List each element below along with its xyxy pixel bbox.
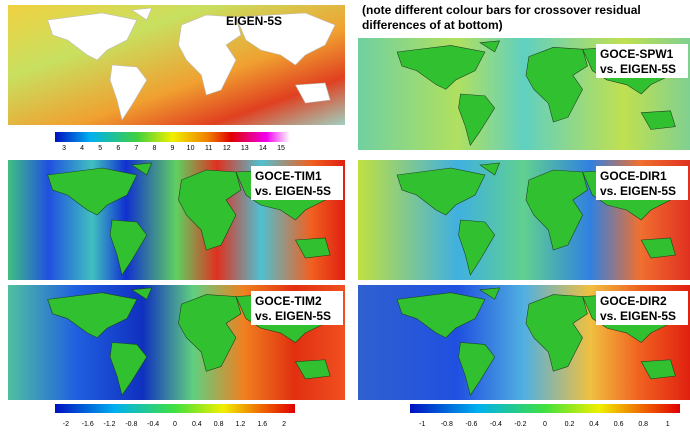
colorbar-tick-label: 7 xyxy=(134,145,138,152)
colorbar: -1 -0.8 -0.6 -0.4 -0.2 0 0.2 0.4 0.6 0.8 1 xyxy=(410,404,680,428)
colorbar-scale xyxy=(55,404,295,413)
colorbar-tick-label: 11 xyxy=(205,145,212,152)
colorbar-tick-label: -1 xyxy=(419,421,425,428)
colorbar-tick-label: 0.4 xyxy=(589,421,599,428)
colorbar-tick-label: 1 xyxy=(666,421,670,428)
colorbar-tick-label: 8 xyxy=(152,145,156,152)
colorbar-tick-label: 12 xyxy=(223,145,231,152)
map-panel: EIGEN-5S xyxy=(8,5,345,125)
colorbar-tick-label: 3 xyxy=(62,145,66,152)
colorbar-tick-label: 15 xyxy=(277,145,285,152)
colorbar-tick-label: -2 xyxy=(63,421,69,428)
colorbar-tick-label: -1.2 xyxy=(104,421,116,428)
panel-label: vs. EIGEN-5S xyxy=(255,184,331,198)
panel-label: vs. EIGEN-5S xyxy=(600,309,676,323)
colorbar-tick-label: -0.6 xyxy=(465,421,477,428)
colorbar-tick-label: 0.6 xyxy=(614,421,624,428)
colorbar: 3 4 5 6 7 8 9 10 11 12 13 14 15 xyxy=(55,132,290,152)
colorbar-tick-label: -0.2 xyxy=(514,421,526,428)
colorbar-tick-label: -0.4 xyxy=(147,421,159,428)
colorbar-tick-label: 4 xyxy=(80,145,84,152)
colorbar-tick-label: -0.4 xyxy=(490,421,502,428)
colorbar-tick-label: 5 xyxy=(98,145,102,152)
note-line: differences of at bottom) xyxy=(362,18,503,32)
panel-label: EIGEN-5S xyxy=(226,14,282,28)
colorbar-tick-label: -0.8 xyxy=(441,421,453,428)
colorbar-tick-label: 0 xyxy=(173,421,177,428)
note-line: (note different colour bars for crossove… xyxy=(362,3,641,17)
figure: EIGEN-5SGOCE-TIM1vs. EIGEN-5SGOCE-TIM2vs… xyxy=(0,0,690,442)
colorbar-tick-label: 6 xyxy=(116,145,120,152)
panel-label: GOCE-TIM1 xyxy=(255,169,322,183)
colorbar-tick-label: 0.8 xyxy=(638,421,648,428)
panel-label: GOCE-TIM2 xyxy=(255,294,322,308)
colorbar-tick-label: -1.6 xyxy=(82,421,94,428)
colorbar-tick-label: 0.2 xyxy=(565,421,575,428)
colorbar-tick-label: -0.8 xyxy=(125,421,137,428)
colorbar-tick-label: 13 xyxy=(241,145,249,152)
colorbar-tick-label: 0.8 xyxy=(214,421,224,428)
colorbar-tick-label: 9 xyxy=(171,145,175,152)
panel-label: GOCE-SPW1 xyxy=(600,47,674,61)
colorbar-scale xyxy=(55,132,290,142)
panel-label: vs. EIGEN-5S xyxy=(255,309,331,323)
panel-label: vs. EIGEN-5S xyxy=(600,62,676,76)
panel-label: GOCE-DIR2 xyxy=(600,294,667,308)
panel-label: vs. EIGEN-5S xyxy=(600,184,676,198)
colorbar-tick-label: 0 xyxy=(543,421,547,428)
colorbar: -2 -1.6 -1.2 -0.8 -0.4 0 0.4 0.8 1.2 1.6 2 xyxy=(55,404,295,428)
colorbar-tick-label: 1.2 xyxy=(236,421,246,428)
colorbar-tick-label: 1.6 xyxy=(257,421,267,428)
panel-label: GOCE-DIR1 xyxy=(600,169,667,183)
colorbar-tick-label: 10 xyxy=(187,145,195,152)
colorbar-scale xyxy=(410,404,680,413)
colorbar-tick-label: 0.4 xyxy=(192,421,202,428)
colorbar-tick-label: 2 xyxy=(282,421,286,428)
colorbar-tick-label: 14 xyxy=(259,145,267,152)
